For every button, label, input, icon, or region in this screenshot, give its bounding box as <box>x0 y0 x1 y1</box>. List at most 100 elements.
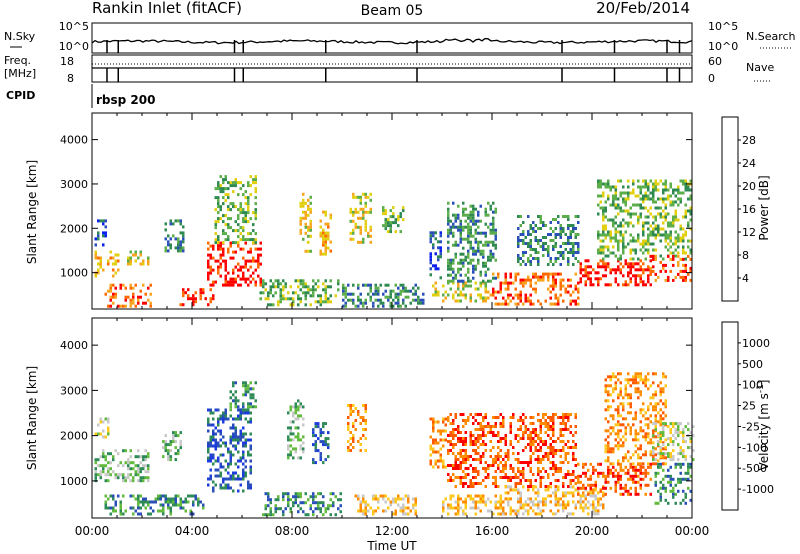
echo-cell <box>112 301 115 305</box>
echo-cell <box>689 278 692 282</box>
echo-cell <box>224 214 227 218</box>
echo-cell <box>399 304 402 308</box>
echo-cell <box>409 301 412 305</box>
echo-cell <box>484 413 487 416</box>
echo-cell <box>274 507 277 511</box>
echo-cell <box>657 471 660 475</box>
echo-cell <box>322 425 325 429</box>
echo-cell <box>629 277 632 281</box>
echo-cell <box>334 495 337 499</box>
echo-cell <box>409 509 412 513</box>
echo-cell <box>634 489 637 493</box>
echo-cell <box>589 488 592 492</box>
echo-cell <box>459 240 462 244</box>
echo-cell <box>384 283 387 287</box>
echo-cell <box>364 228 367 232</box>
echo-cell <box>652 458 655 462</box>
echo-cell <box>639 206 642 210</box>
echo-cell <box>572 491 575 495</box>
echo-cell <box>517 242 520 245</box>
echo-cell <box>559 263 562 266</box>
echo-cell <box>119 286 122 290</box>
echo-cell <box>462 482 465 485</box>
echo-cell <box>364 298 367 302</box>
echo-cell <box>227 208 230 212</box>
echo-cell <box>249 175 252 179</box>
echo-cell <box>474 413 477 416</box>
echo-cell <box>452 419 455 422</box>
echo-cell <box>357 216 360 220</box>
echo-cell <box>634 468 637 472</box>
echo-cell <box>652 257 655 261</box>
echo-cell <box>139 476 142 480</box>
echo-cell <box>114 476 117 480</box>
echo-cell <box>612 236 615 240</box>
echo-cell <box>494 276 497 280</box>
echo-cell <box>314 440 317 444</box>
echo-cell <box>632 417 635 421</box>
velocity-colorbar-label: Velocity [m s-1] <box>756 380 771 471</box>
echo-cell <box>254 399 257 403</box>
echo-cell <box>484 284 487 288</box>
echo-cell <box>529 263 532 266</box>
echo-cell <box>287 504 290 508</box>
echo-cell <box>574 287 577 291</box>
echo-cell <box>577 245 580 248</box>
echo-cell <box>324 291 327 295</box>
echo-cell <box>289 507 292 511</box>
echo-cell <box>539 218 542 221</box>
echo-cell <box>359 437 362 440</box>
echo-cell <box>399 215 402 219</box>
echo-cell <box>454 243 457 247</box>
echo-cell <box>457 500 460 504</box>
echo-cell <box>499 281 502 285</box>
echo-cell <box>412 298 415 302</box>
echo-cell <box>459 234 462 238</box>
echo-cell <box>179 500 182 504</box>
echo-cell <box>382 212 385 216</box>
echo-cell <box>139 295 142 299</box>
echo-cell <box>222 411 225 415</box>
echo-cell <box>262 279 265 283</box>
echo-cell <box>667 236 670 240</box>
echo-cell <box>479 425 482 428</box>
echo-cell <box>684 495 687 499</box>
echo-cell <box>352 219 355 223</box>
echo-cell <box>402 506 405 510</box>
echo-cell <box>549 302 552 306</box>
echo-cell <box>219 175 222 179</box>
echo-cell <box>499 440 502 443</box>
echo-cell <box>167 458 170 462</box>
echo-cell <box>104 435 107 439</box>
echo-cell <box>169 500 172 504</box>
echo-cell <box>567 428 570 431</box>
echo-cell <box>582 462 585 466</box>
echo-cell <box>297 495 300 499</box>
echo-cell <box>654 236 657 240</box>
echo-cell <box>664 239 667 243</box>
echo-cell <box>252 387 255 391</box>
echo-cell <box>642 268 645 272</box>
echo-cell <box>209 297 212 301</box>
echo-cell <box>449 231 452 235</box>
echo-cell <box>604 417 607 421</box>
echo-cell <box>137 298 140 302</box>
echo-cell <box>314 434 317 438</box>
echo-cell <box>602 262 605 266</box>
echo-cell <box>534 449 537 452</box>
echo-cell <box>537 263 540 266</box>
freq-right-label: Nave <box>746 61 774 74</box>
echo-cell <box>119 461 122 465</box>
echo-cell <box>232 393 235 397</box>
echo-cell <box>157 497 160 501</box>
echo-cell <box>119 283 122 287</box>
echo-cell <box>447 219 450 223</box>
echo-cell <box>377 289 380 293</box>
echo-cell <box>347 440 350 443</box>
echo-cell <box>662 486 665 490</box>
echo-cell <box>654 422 657 426</box>
echo-cell <box>669 221 672 225</box>
echo-cell <box>519 473 522 476</box>
power-time-ticks <box>91 113 693 309</box>
echo-cell <box>602 486 605 490</box>
